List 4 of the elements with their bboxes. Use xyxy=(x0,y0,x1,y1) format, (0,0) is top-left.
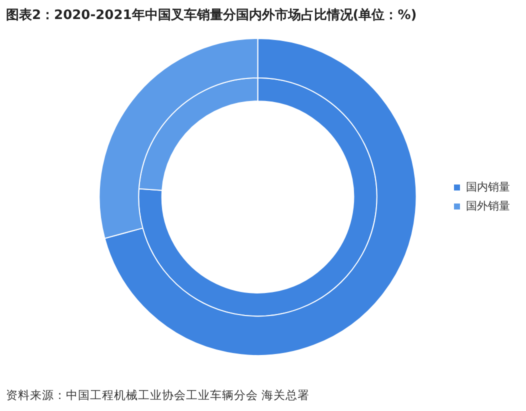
legend-label: 国内销量 xyxy=(466,180,510,194)
chart-title: 图表2：2020-2021年中国叉车销量分国内外市场占比情况(单位：%) xyxy=(6,6,417,24)
legend-label: 国外销量 xyxy=(466,199,510,212)
text: 资料来源：中国工程机械工业协会工业车辆分会 海关总署 xyxy=(6,388,310,403)
